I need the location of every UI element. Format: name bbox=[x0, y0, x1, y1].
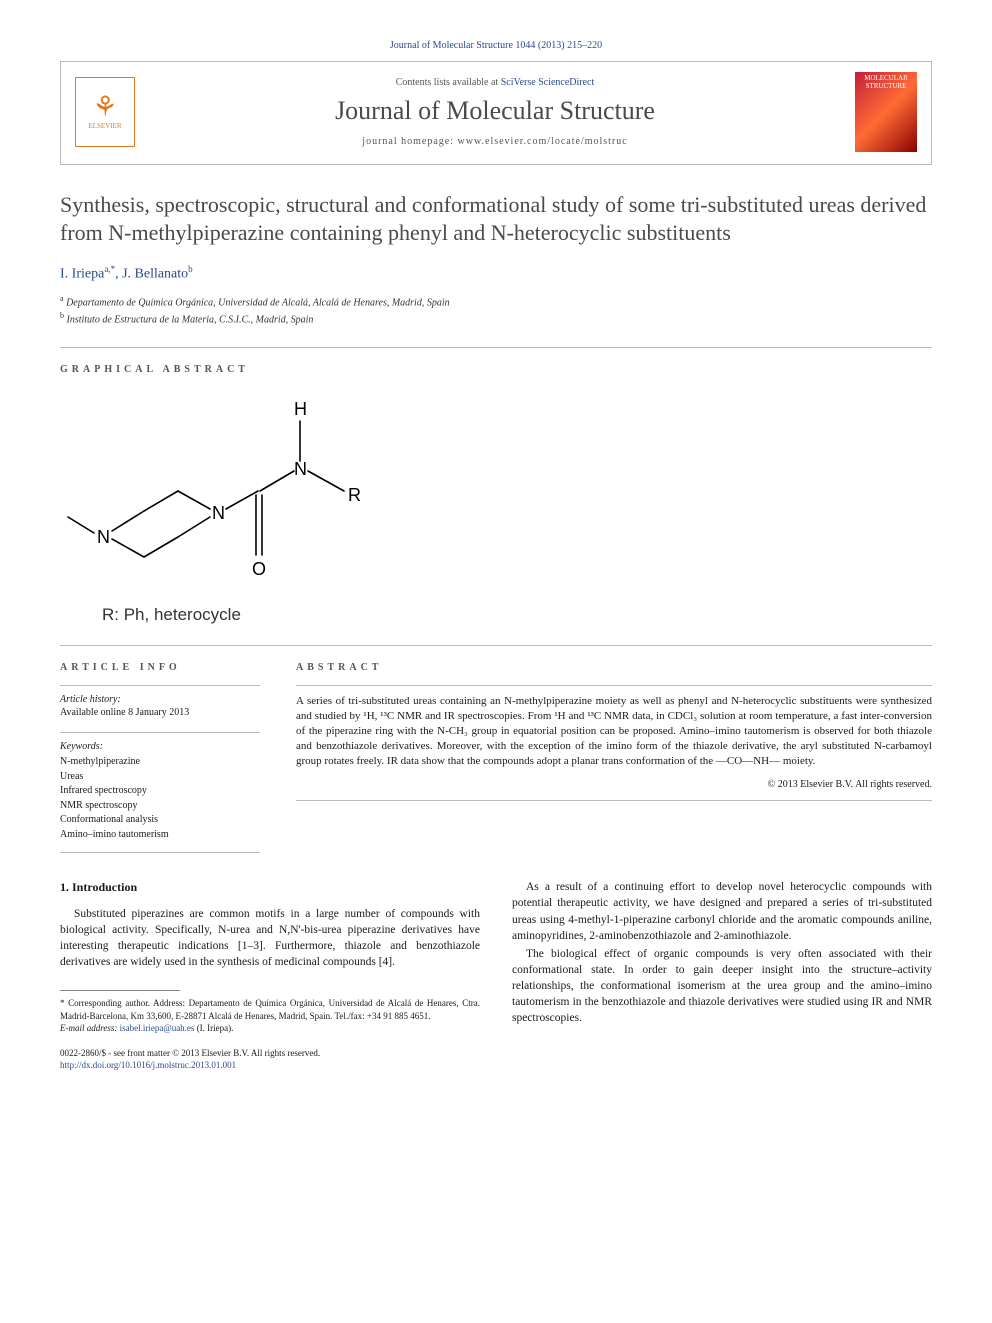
divider bbox=[60, 645, 932, 646]
affiliation-b: Instituto de Estructura de la Materia, C… bbox=[67, 314, 314, 325]
footer-block: 0022-2860/$ - see front matter © 2013 El… bbox=[60, 1048, 932, 1071]
issn-line: 0022-2860/$ - see front matter © 2013 El… bbox=[60, 1048, 932, 1060]
email-label: E-mail address: bbox=[60, 1023, 120, 1033]
intro-paragraph: Substituted piperazines are common motif… bbox=[60, 906, 480, 970]
author-1[interactable]: I. Iriepa bbox=[60, 267, 104, 282]
chemical-structure-svg: N N N O H R bbox=[60, 387, 380, 597]
citation-line: Journal of Molecular Structure 1044 (201… bbox=[60, 40, 932, 51]
atom-o: O bbox=[252, 559, 266, 579]
keywords-list: N-methylpiperazine Ureas Infrared spectr… bbox=[60, 755, 260, 842]
article-title: Synthesis, spectroscopic, structural and… bbox=[60, 191, 932, 246]
atom-h: H bbox=[294, 399, 307, 419]
corr-text: Corresponding author. Address: Departame… bbox=[60, 998, 480, 1020]
author-2-affil: b bbox=[188, 264, 193, 274]
keyword-item: NMR spectroscopy bbox=[60, 799, 260, 814]
journal-homepage[interactable]: journal homepage: www.elsevier.com/locat… bbox=[145, 136, 845, 147]
keywords-label: Keywords: bbox=[60, 741, 260, 752]
history-available: Available online 8 January 2013 bbox=[60, 707, 260, 718]
elsevier-logo: ⚘ ELSEVIER bbox=[75, 77, 135, 147]
corresponding-email[interactable]: isabel.iriepa@uah.es bbox=[120, 1023, 195, 1033]
copyright: © 2013 Elsevier B.V. All rights reserved… bbox=[296, 779, 932, 790]
contents-prefix: Contents lists available at bbox=[396, 77, 501, 88]
abstract-text: A series of tri-substituted ureas contai… bbox=[296, 694, 932, 768]
keyword-item: Ureas bbox=[60, 770, 260, 785]
journal-name: Journal of Molecular Structure bbox=[145, 96, 845, 126]
divider bbox=[60, 347, 932, 348]
elsevier-tree-icon: ⚘ bbox=[92, 94, 117, 122]
doi-link[interactable]: http://dx.doi.org/10.1016/j.molstruc.201… bbox=[60, 1060, 236, 1070]
journal-cover-thumbnail: MOLECULAR STRUCTURE bbox=[855, 72, 917, 152]
history-label: Article history: bbox=[60, 694, 260, 705]
contents-available: Contents lists available at SciVerse Sci… bbox=[145, 77, 845, 88]
author-2[interactable]: J. Bellanato bbox=[122, 267, 188, 282]
body-column-left: 1. Introduction Substituted piperazines … bbox=[60, 879, 480, 1034]
article-info-label: ARTICLE INFO bbox=[60, 662, 260, 673]
body-column-right: As a result of a continuing effort to de… bbox=[512, 879, 932, 1034]
atom-r: R bbox=[348, 485, 361, 505]
graphical-abstract: N N N O H R R: Ph, heterocycle bbox=[60, 387, 932, 625]
keyword-item: Amino–imino tautomerism bbox=[60, 828, 260, 843]
footnote-separator bbox=[60, 990, 180, 991]
section-heading-introduction: 1. Introduction bbox=[60, 879, 480, 896]
journal-header: ⚘ ELSEVIER Contents lists available at S… bbox=[60, 61, 932, 165]
intro-paragraph: As a result of a continuing effort to de… bbox=[512, 879, 932, 943]
email-author: (I. Iriepa). bbox=[194, 1023, 233, 1033]
intro-paragraph: The biological effect of organic compoun… bbox=[512, 946, 932, 1026]
keyword-item: Infrared spectroscopy bbox=[60, 784, 260, 799]
atom-n3: N bbox=[294, 459, 307, 479]
corresponding-author-note: * Corresponding author. Address: Departa… bbox=[60, 997, 480, 1033]
elsevier-logo-text: ELSEVIER bbox=[88, 122, 121, 130]
atom-n1: N bbox=[97, 527, 110, 547]
affiliation-a: Departamento de Química Orgánica, Univer… bbox=[66, 297, 450, 308]
abstract-column: ABSTRACT A series of tri-substituted ure… bbox=[296, 662, 932, 853]
graphical-abstract-label: GRAPHICAL ABSTRACT bbox=[60, 364, 932, 375]
author-list: I. Iriepaa,*, J. Bellanatob bbox=[60, 264, 932, 283]
cover-title: MOLECULAR STRUCTURE bbox=[858, 75, 914, 90]
sciencedirect-link[interactable]: SciVerse ScienceDirect bbox=[501, 77, 595, 88]
keyword-item: N-methylpiperazine bbox=[60, 755, 260, 770]
article-info-column: ARTICLE INFO Article history: Available … bbox=[60, 662, 260, 853]
affiliations: a Departamento de Química Orgánica, Univ… bbox=[60, 293, 932, 328]
atom-n2: N bbox=[212, 503, 225, 523]
abstract-label: ABSTRACT bbox=[296, 662, 932, 673]
corr-mark: * bbox=[60, 998, 68, 1008]
author-separator: , bbox=[115, 267, 122, 282]
r-group-caption: R: Ph, heterocycle bbox=[102, 605, 932, 625]
keyword-item: Conformational analysis bbox=[60, 813, 260, 828]
